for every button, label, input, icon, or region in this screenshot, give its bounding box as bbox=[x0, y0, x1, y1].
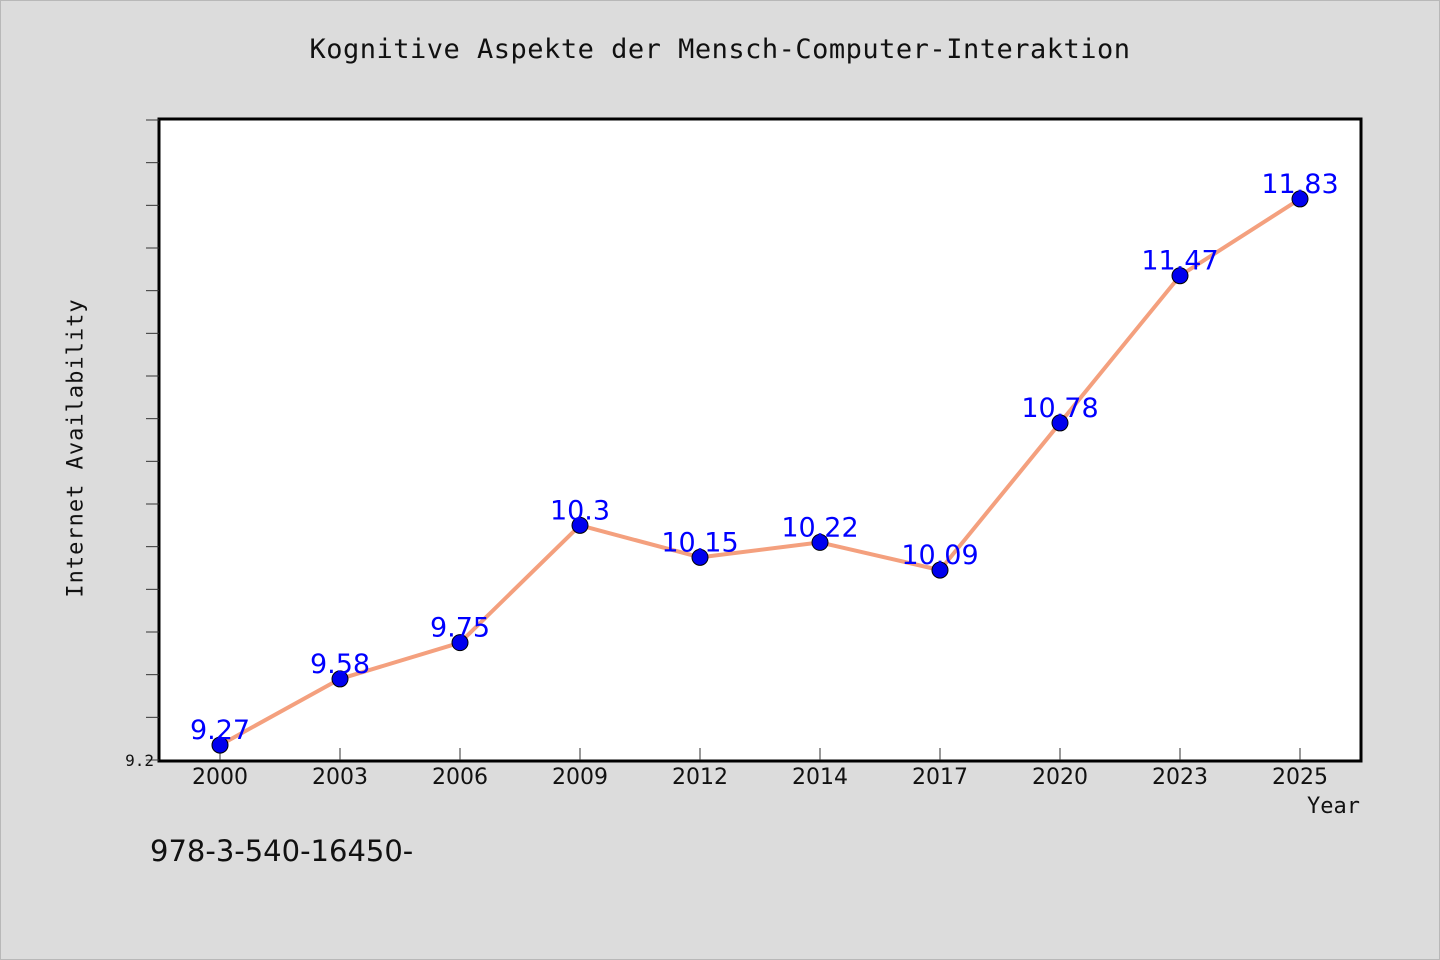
y-axis-label: Internet Availability bbox=[63, 298, 89, 598]
data-label: 9.27 bbox=[190, 715, 250, 746]
series-line bbox=[218, 196, 1302, 748]
x-tick-label: 2020 bbox=[1032, 765, 1088, 790]
data-label: 10.78 bbox=[1021, 393, 1098, 424]
x-tick-label: 2012 bbox=[672, 765, 728, 790]
x-tick-label: 2025 bbox=[1272, 765, 1328, 790]
footer-code: 978-3-540-16450- bbox=[150, 834, 414, 868]
data-point bbox=[1051, 414, 1069, 432]
data-labels: 9.27 9.58 9.75 10.3 10.15 10.22 10.09 10.78 11.4… bbox=[190, 169, 1339, 746]
data-point bbox=[451, 634, 469, 652]
x-tick-labels: 2000 2003 2006 2009 2012 2014 2017 2020 2023 2025 bbox=[192, 765, 1328, 790]
data-point bbox=[1291, 190, 1309, 208]
data-point bbox=[811, 533, 829, 551]
data-label: 11.83 bbox=[1261, 169, 1338, 200]
data-point bbox=[1171, 267, 1189, 285]
x-tick-label: 2000 bbox=[192, 765, 248, 790]
y-tick-label: 9.2 bbox=[125, 751, 154, 770]
plot-area bbox=[157, 117, 1363, 763]
chart-title: Kognitive Aspekte der Mensch-Computer-In… bbox=[309, 34, 1131, 65]
data-point bbox=[691, 548, 709, 566]
x-tick-label: 2009 bbox=[552, 765, 608, 790]
data-point bbox=[331, 670, 349, 688]
data-label: 10.22 bbox=[781, 512, 858, 543]
data-label: 10.15 bbox=[661, 527, 738, 558]
data-label: 10.09 bbox=[901, 540, 978, 571]
data-point bbox=[931, 561, 949, 579]
data-point bbox=[571, 516, 589, 534]
data-label: 10.3 bbox=[550, 495, 610, 526]
markers bbox=[211, 190, 1309, 754]
x-tick-label: 2017 bbox=[912, 765, 968, 790]
data-label: 11.47 bbox=[1141, 246, 1218, 277]
x-tick-label: 2014 bbox=[792, 765, 848, 790]
data-label: 9.75 bbox=[430, 613, 490, 644]
x-tick-label: 2006 bbox=[432, 765, 488, 790]
x-tick-label: 2023 bbox=[1152, 765, 1208, 790]
data-label: 9.58 bbox=[310, 649, 370, 680]
data-point bbox=[211, 736, 229, 754]
x-axis-label: Year bbox=[1307, 794, 1360, 819]
x-tick-label: 2003 bbox=[312, 765, 368, 790]
y-tick-labels: 9.2 bbox=[125, 751, 154, 770]
y-ticks bbox=[146, 119, 159, 761]
